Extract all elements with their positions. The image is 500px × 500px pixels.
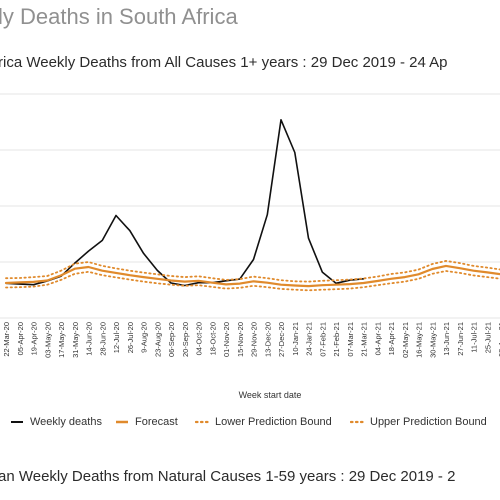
x-tick-label: 23-Aug-20 xyxy=(153,322,162,357)
x-tick-label: 28-Jun-20 xyxy=(98,322,107,356)
x-tick-label: 22-Mar-20 xyxy=(2,322,11,357)
x-tick-label: 13-Jun-21 xyxy=(442,322,451,356)
x-tick-label: 04-Oct-20 xyxy=(195,322,204,355)
x-tick-label: 05-Apr-20 xyxy=(16,322,25,355)
x-tick-label: 30-May-21 xyxy=(428,322,437,358)
x-tick-label: 9-Aug-20 xyxy=(140,322,149,353)
series-forecast xyxy=(4,264,500,288)
chart-subtitle: rica Weekly Deaths from All Causes 1+ ye… xyxy=(0,54,448,71)
x-tick-label: 20-Sep-20 xyxy=(181,322,190,357)
legend-line-icon xyxy=(11,421,23,423)
legend-label-upper: Upper Prediction Bound xyxy=(370,416,487,428)
x-tick-label: 21-Feb-21 xyxy=(332,322,341,357)
legend-label-forecast: Forecast xyxy=(135,416,178,428)
x-tick-label: 04-Apr-21 xyxy=(373,322,382,355)
x-tick-label: 25-Jul-21 xyxy=(483,322,492,353)
second-chart-subtitle: an Weekly Deaths from Natural Causes 1-5… xyxy=(0,468,456,485)
x-tick-label: 02-May-21 xyxy=(401,322,410,358)
legend-label-lower: Lower Prediction Bound xyxy=(215,416,332,428)
x-tick-label: 11-Jul-21 xyxy=(470,322,479,353)
x-tick-label: 08-Aug-21 xyxy=(497,322,500,357)
x-axis-label: Week start date xyxy=(239,390,302,400)
x-tick-label: 15-Nov-20 xyxy=(236,322,245,357)
x-tick-label: 21-Mar-21 xyxy=(360,322,369,357)
x-tick-label: 31-May-20 xyxy=(71,322,80,358)
x-tick-label: 13-Dec-20 xyxy=(263,322,272,357)
x-tick-label: 18-Oct-20 xyxy=(208,322,217,355)
x-tick-label: 19-Apr-20 xyxy=(30,322,39,355)
series-lower-bound xyxy=(5,270,500,292)
x-tick-label: 14-Jun-20 xyxy=(85,322,94,356)
x-tick-label: 24-Jan-21 xyxy=(305,322,314,356)
x-tick-label: 18-Apr-21 xyxy=(387,322,396,355)
grid-lines xyxy=(0,93,500,319)
x-tick-labels: 22-Mar-20 05-Apr-20 19-Apr-20 03-May-20 17-M… xyxy=(2,322,500,358)
x-tick-label: 10-Jan-21 xyxy=(291,322,300,356)
page-title: ly Deaths in South Africa xyxy=(0,4,238,29)
legend-label-weekly: Weekly deaths xyxy=(30,416,102,428)
x-tick-label: 12-Jul-20 xyxy=(112,322,121,353)
x-tick-label: 16-May-21 xyxy=(415,322,424,358)
x-tick-label: 07-Feb-21 xyxy=(318,322,327,357)
legend-dotted-icon xyxy=(350,420,366,424)
series-weekly-deaths xyxy=(5,119,365,287)
x-tick-label: 07-Mar-21 xyxy=(346,322,355,357)
x-tick-label: 01-Nov-20 xyxy=(222,322,231,357)
series-upper-bound xyxy=(5,260,500,283)
x-tick-label: 29-Nov-20 xyxy=(250,322,259,357)
series-lines xyxy=(4,119,500,292)
x-tick-label: 27-Dec-20 xyxy=(277,322,286,357)
x-tick-label: 26-Jul-20 xyxy=(126,322,135,353)
x-tick-label: 17-May-20 xyxy=(57,322,66,358)
legend-dotted-icon xyxy=(195,420,211,424)
x-tick-label: 03-May-20 xyxy=(43,322,52,358)
x-tick-label: 06-Sep-20 xyxy=(167,322,176,357)
x-tick-label: 27-Jun-21 xyxy=(456,322,465,356)
legend-line-icon xyxy=(116,420,128,424)
